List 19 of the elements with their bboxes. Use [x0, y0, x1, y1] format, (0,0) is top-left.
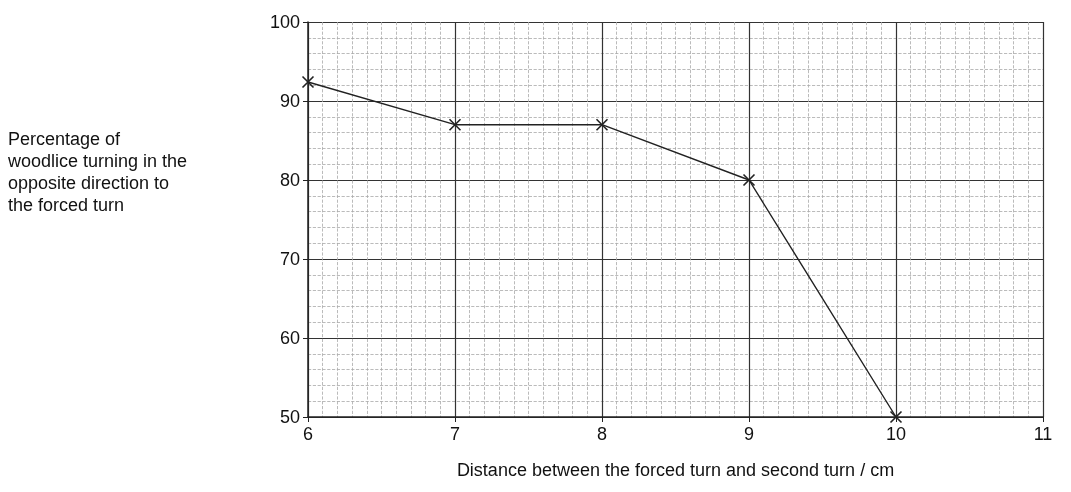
y-tick-label: 90	[279, 91, 300, 111]
point	[595, 118, 609, 131]
x-tick-label: 8	[596, 424, 608, 444]
y-axis-title: Percentage of woodlice turning in the opposite direction to the forced turn	[7, 129, 193, 215]
point	[448, 118, 462, 131]
x-tick-label: 10	[885, 424, 907, 444]
y-tick-label: 100	[269, 12, 300, 32]
x-axis-title: Distance between the forced turn and second turn / cm	[456, 460, 895, 480]
y-tick-label: 50	[279, 407, 300, 427]
y-tick-label: 70	[279, 249, 300, 269]
y-tick-label: 60	[279, 328, 300, 348]
point	[889, 410, 903, 424]
y-tick-label: 80	[279, 170, 300, 190]
x-tick-label: 6	[302, 424, 314, 444]
x-tick-label: 7	[449, 424, 461, 444]
x-tick-label: 11	[1033, 424, 1053, 444]
point	[301, 75, 315, 89]
x-tick-label: 9	[743, 424, 755, 444]
point	[742, 173, 756, 187]
